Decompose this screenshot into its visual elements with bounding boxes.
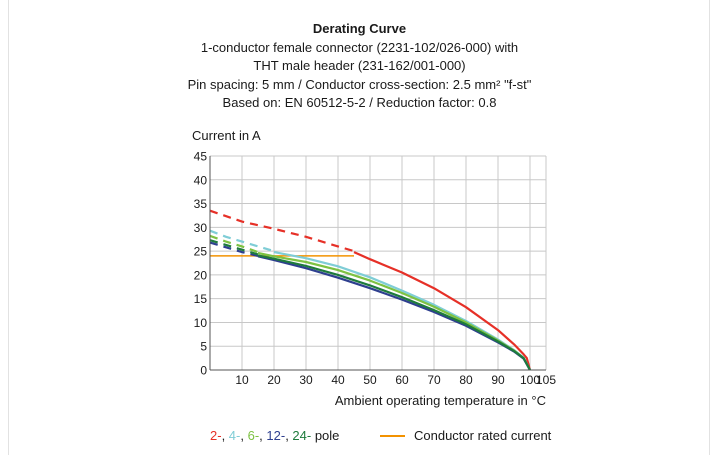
legend-pole-item: 24-: [292, 428, 311, 443]
chart-subtitle-line-2: THT male header (231-162/001-000): [253, 58, 466, 73]
series-2-pole-dashed: [209, 209, 355, 253]
legend-pole-item: 12-: [266, 428, 285, 443]
chart-frame: [8, 0, 710, 455]
legend-pole-item: 2-: [210, 428, 222, 443]
x-tick-label: 30: [299, 373, 313, 387]
tick-labels: 0 5 10 15 20 25 30 35 40 45 10 20 30 40 50 60 70 80 90 1001…: [194, 150, 557, 388]
x-tick-label: 105: [536, 373, 556, 387]
y-axis-label: Current in A: [192, 128, 261, 143]
x-tick-label: 70: [427, 373, 441, 387]
y-tick-label: 35: [194, 197, 208, 211]
series-24-pole-dashed: [209, 239, 259, 256]
rated-current-legend-label: Conductor rated current: [414, 428, 552, 443]
legend-pole-item: 6-: [248, 428, 260, 443]
series-lines: [209, 209, 532, 371]
x-tick-label: 40: [331, 373, 345, 387]
x-tick-label: 100: [520, 373, 540, 387]
chart-subtitle-line-4: Based on: EN 60512-5-2 / Reduction facto…: [222, 95, 497, 110]
series-4-pole-dashed: [209, 229, 275, 253]
chart-subtitle-line-1: 1-conductor female connector (2231-102/0…: [200, 39, 519, 55]
y-tick-label: 10: [194, 316, 208, 330]
chart-subtitle-line-3: Pin spacing: 5 mm / Conductor cross-sect…: [187, 76, 532, 92]
chart-titles: Derating Curve 1-conductor female connec…: [0, 20, 719, 113]
legend-pole-suffix: pole: [311, 428, 339, 443]
legend-pole-item: 4-: [229, 428, 241, 443]
x-tick-label: 20: [267, 373, 281, 387]
legend-separator: ,: [240, 428, 247, 443]
x-tick-label: 80: [459, 373, 473, 387]
chart-title: Derating Curve: [312, 21, 407, 36]
series-6-pole-dashed: [209, 234, 259, 254]
y-tick-label: 15: [194, 292, 208, 306]
legend-separator: ,: [222, 428, 229, 443]
y-tick-label: 5: [200, 340, 207, 354]
y-tick-label: 30: [194, 221, 208, 235]
series-6-pole-line: [257, 251, 531, 371]
y-tick-label: 25: [194, 245, 208, 259]
x-tick-label: 60: [395, 373, 409, 387]
grid: [210, 155, 547, 371]
legend-separator: ,: [285, 428, 292, 443]
series-2-pole-line: [353, 251, 532, 371]
axes: [209, 156, 546, 371]
y-tick-label: 20: [194, 268, 208, 282]
x-tick-label: 50: [363, 373, 377, 387]
series-12-pole-line: [257, 255, 531, 371]
x-axis-label: Ambient operating temperature in °C: [335, 393, 546, 408]
legend-separator: ,: [259, 428, 266, 443]
pole-legend: 2-, 4-, 6-, 12-, 24- pole: [210, 428, 339, 443]
x-tick-label: 10: [235, 373, 249, 387]
series-24-pole-line: [257, 254, 531, 371]
y-tick-label: 40: [194, 173, 208, 187]
x-tick-label: 90: [491, 373, 505, 387]
y-tick-label: 45: [194, 150, 208, 164]
y-tick-label: 0: [200, 364, 207, 378]
